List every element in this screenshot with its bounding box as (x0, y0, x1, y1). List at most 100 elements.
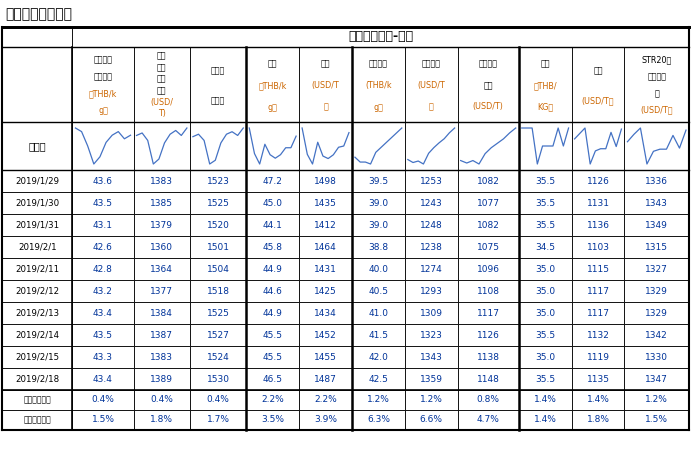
Text: 43.3: 43.3 (93, 352, 113, 362)
Bar (246, 280, 299, 302)
Text: 1077: 1077 (477, 199, 500, 207)
Bar (625, 390, 689, 410)
Text: 1243: 1243 (420, 199, 443, 207)
Text: 1.2%: 1.2% (367, 395, 390, 405)
Text: 1518: 1518 (207, 287, 229, 295)
Text: 41.0: 41.0 (368, 308, 388, 318)
Text: 成成本: 成成本 (211, 96, 225, 106)
Text: 1136: 1136 (587, 220, 609, 230)
Bar (625, 170, 689, 192)
Bar (571, 192, 625, 214)
Text: 1117: 1117 (587, 308, 609, 318)
Bar (133, 214, 190, 236)
Bar (133, 280, 190, 302)
Text: 1082: 1082 (477, 220, 500, 230)
Text: 2019/2/13: 2019/2/13 (15, 308, 59, 318)
Bar (352, 236, 405, 258)
Text: 43.4: 43.4 (93, 375, 113, 383)
Text: 泰国原料市场报价: 泰国原料市场报价 (5, 7, 72, 21)
Text: 1.4%: 1.4% (587, 395, 609, 405)
Bar (133, 258, 190, 280)
Text: 2019/2/14: 2019/2/14 (15, 331, 59, 339)
Text: 1525: 1525 (207, 308, 229, 318)
Text: 1431: 1431 (314, 264, 337, 274)
Bar (2, 192, 73, 214)
Bar (133, 346, 190, 368)
Bar (519, 258, 571, 280)
Bar (299, 346, 352, 368)
Text: 2.2%: 2.2% (314, 395, 337, 405)
Bar (571, 302, 625, 324)
Bar (299, 236, 352, 258)
Text: 1096: 1096 (477, 264, 500, 274)
Text: 1384: 1384 (150, 308, 173, 318)
Text: 1.2%: 1.2% (645, 395, 668, 405)
Text: 1103: 1103 (587, 243, 609, 251)
Text: 1082: 1082 (477, 176, 500, 186)
Bar (190, 324, 246, 346)
Text: 1.7%: 1.7% (207, 415, 229, 425)
Text: g）: g） (98, 106, 108, 115)
Bar (457, 214, 519, 236)
Text: 43.5: 43.5 (93, 331, 113, 339)
Bar (519, 324, 571, 346)
Bar (299, 122, 352, 170)
Text: 1108: 1108 (477, 287, 500, 295)
Text: 45.5: 45.5 (263, 331, 283, 339)
Bar (133, 324, 190, 346)
Text: 34.5: 34.5 (535, 243, 555, 251)
Bar (352, 122, 405, 170)
Text: 迷你图: 迷你图 (28, 141, 46, 151)
Text: 1343: 1343 (420, 352, 443, 362)
Bar (246, 410, 299, 430)
Text: （白: （白 (157, 75, 167, 84)
Bar (299, 280, 352, 302)
Text: 乳胶制成: 乳胶制成 (479, 60, 498, 69)
Bar (133, 390, 190, 410)
Bar (190, 390, 246, 410)
Bar (405, 170, 457, 192)
Text: 1253: 1253 (420, 176, 443, 186)
Text: 1524: 1524 (207, 352, 229, 362)
Bar (519, 346, 571, 368)
Bar (73, 368, 133, 390)
Text: 1131: 1131 (587, 199, 609, 207)
Text: 未熱烟片: 未熱烟片 (93, 56, 113, 65)
Bar (571, 122, 625, 170)
Bar (457, 346, 519, 368)
Text: 1425: 1425 (314, 287, 337, 295)
Text: (USD/T）: (USD/T） (641, 106, 673, 115)
Bar (571, 346, 625, 368)
Bar (571, 170, 625, 192)
Bar (133, 302, 190, 324)
Text: 35.5: 35.5 (535, 331, 555, 339)
Text: 1.4%: 1.4% (533, 395, 556, 405)
Bar (571, 236, 625, 258)
Text: 杯胶: 杯胶 (594, 67, 603, 75)
Text: 1343: 1343 (645, 199, 668, 207)
Bar (2, 410, 73, 430)
Text: 与上一日相比: 与上一日相比 (23, 395, 51, 405)
Text: 1527: 1527 (207, 331, 229, 339)
Text: 片）: 片） (157, 86, 167, 95)
Bar (246, 368, 299, 390)
Bar (519, 410, 571, 430)
Bar (299, 410, 352, 430)
Text: 1327: 1327 (645, 264, 668, 274)
Bar (246, 390, 299, 410)
Text: 1.8%: 1.8% (587, 415, 609, 425)
Bar (457, 192, 519, 214)
Bar (299, 258, 352, 280)
Bar (190, 346, 246, 368)
Text: 2019/2/1: 2019/2/1 (18, 243, 57, 251)
Text: 1117: 1117 (587, 287, 609, 295)
Text: （THB/k: （THB/k (258, 81, 287, 90)
Bar (405, 346, 457, 368)
Bar (457, 170, 519, 192)
Bar (352, 324, 405, 346)
Bar (2, 122, 73, 170)
Bar (457, 122, 519, 170)
Bar (246, 192, 299, 214)
Text: 与上一周相比: 与上一周相比 (23, 415, 51, 425)
Text: 1119: 1119 (587, 352, 609, 362)
